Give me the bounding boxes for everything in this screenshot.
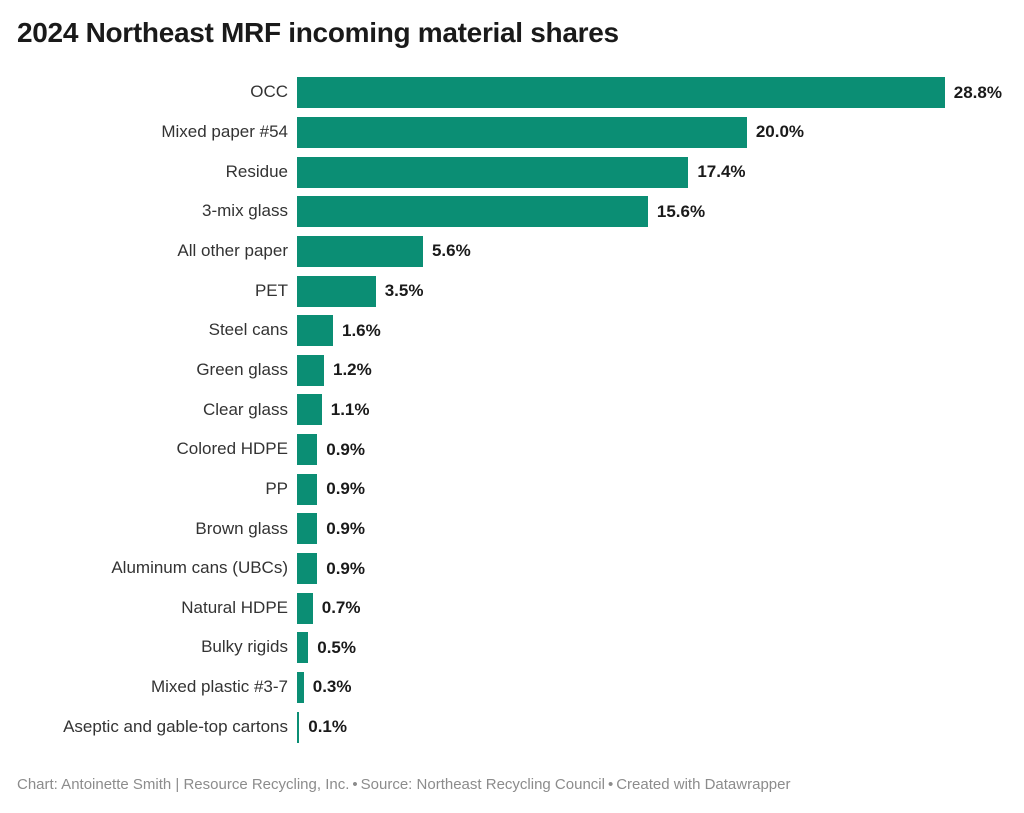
bar-row: Bulky rigids 0.5% (0, 628, 1024, 668)
value-label: 1.2% (332, 360, 372, 380)
bar-track: 17.4% (297, 156, 1024, 188)
value-label: 0.9% (326, 439, 365, 459)
bar-track: 1.1% (297, 394, 1024, 426)
chart-title: 2024 Northeast MRF incoming material sha… (17, 17, 619, 48)
bar-track: 3.5% (297, 275, 1024, 307)
bar-track: 1.6% (297, 315, 1024, 347)
bar-row: Aseptic and gable-top cartons 0.1% (0, 707, 1024, 747)
bar-row: Natural HDPE 0.7% (0, 588, 1024, 628)
bar-row: All other paper 5.6% (0, 232, 1024, 272)
category-label: Aseptic and gable-top cartons (63, 716, 288, 736)
bar[interactable] (297, 354, 324, 386)
bar-row: Residue 17.4% (0, 152, 1024, 192)
category-label: Colored HDPE (176, 439, 289, 459)
category-label: Mixed plastic #3-7 (150, 677, 288, 697)
bar[interactable] (297, 553, 318, 584)
category-label: PET (254, 280, 288, 300)
bar-track: 0.9% (297, 434, 1024, 466)
bar[interactable] (297, 434, 318, 466)
bar[interactable] (297, 513, 318, 545)
value-label: 0.9% (326, 518, 365, 538)
bar-track: 0.3% (297, 671, 1024, 703)
category-label: Bulky rigids (201, 637, 288, 657)
bar-track: 0.9% (297, 473, 1024, 505)
bar[interactable] (297, 196, 648, 228)
bar-track: 0.1% (297, 711, 1024, 743)
bar-track: 0.9% (297, 513, 1024, 545)
bar-row: Green glass 1.2% (0, 350, 1024, 390)
bar[interactable] (297, 473, 318, 505)
bar-track: 5.6% (297, 235, 1024, 267)
category-label: Natural HDPE (181, 597, 288, 617)
category-label: Mixed paper #54 (161, 122, 288, 142)
bar[interactable] (297, 275, 376, 307)
value-label: 0.9% (326, 479, 365, 499)
bar-row: PP 0.9% (0, 469, 1024, 509)
bar[interactable] (297, 116, 747, 148)
value-label: 15.6% (656, 201, 706, 221)
bar-row: Colored HDPE 0.9% (0, 430, 1024, 470)
source-name[interactable]: Northeast Recycling Council (416, 776, 605, 793)
category-label: Aluminum cans (UBCs) (111, 558, 288, 578)
bar[interactable] (297, 592, 313, 624)
category-label: Brown glass (195, 518, 288, 538)
category-label: PP (265, 478, 288, 498)
bar-track: 0.7% (297, 592, 1024, 624)
category-label: Green glass (196, 359, 288, 379)
bar[interactable] (297, 711, 300, 743)
value-label: 0.5% (317, 637, 356, 657)
bar-row: Mixed plastic #3-7 0.3% (0, 668, 1024, 708)
value-label: 0.7% (321, 598, 361, 618)
bar-row: 3-mix glass 15.6% (0, 192, 1024, 232)
value-label: 0.9% (326, 558, 365, 578)
value-label: 0.1% (308, 717, 347, 737)
category-label: All other paper (177, 241, 288, 261)
bar-track: 20.0% (297, 116, 1024, 148)
chart-footer: Chart: Antoinette Smith | Resource Recyc… (0, 775, 1024, 813)
bar[interactable] (297, 671, 304, 703)
bar-row: OCC 28.8% (0, 73, 1024, 113)
bar[interactable] (297, 235, 423, 267)
bar-row: Brown glass 0.9% (0, 509, 1024, 549)
category-label: Residue (225, 161, 288, 181)
footer-separator: • (607, 776, 614, 793)
bar-row: Aluminum cans (UBCs) 0.9% (0, 549, 1024, 589)
bar-row: PET 3.5% (0, 271, 1024, 311)
bar[interactable] (297, 315, 333, 347)
category-label: Steel cans (208, 320, 288, 340)
value-label: 28.8% (953, 82, 1002, 102)
bar-track: 1.2% (297, 354, 1024, 386)
bar-track: 15.6% (297, 196, 1024, 228)
bar-rows: OCC 28.8% Mixed paper #54 20.0% Residue … (0, 73, 1024, 747)
bar[interactable] (297, 632, 309, 664)
bar-track: 0.9% (297, 553, 1024, 584)
value-label: 5.6% (431, 241, 471, 261)
category-label: OCC (250, 82, 288, 102)
value-label: 1.1% (330, 399, 370, 419)
bar-row: Steel cans 1.6% (0, 311, 1024, 351)
bar-row: Mixed paper #54 20.0% (0, 113, 1024, 153)
chart-credit: Chart: Antoinette Smith | Resource Recyc… (17, 776, 350, 793)
bar[interactable] (297, 77, 945, 109)
bar-track: 0.5% (297, 632, 1024, 664)
value-label: 20.0% (755, 122, 805, 142)
category-label: Clear glass (202, 399, 288, 419)
value-label: 3.5% (384, 281, 424, 301)
source-label: Source: (360, 776, 413, 793)
category-label: 3-mix glass (202, 201, 288, 221)
datawrapper-credit[interactable]: Created with Datawrapper (616, 776, 791, 793)
bar[interactable] (297, 394, 322, 426)
bar[interactable] (297, 156, 689, 188)
value-label: 17.4% (697, 162, 746, 182)
bar-row: Clear glass 1.1% (0, 390, 1024, 430)
value-label: 1.6% (341, 320, 381, 340)
value-label: 0.3% (312, 677, 352, 697)
bar-track: 28.8% (297, 77, 1024, 109)
footer-separator: • (352, 776, 358, 793)
